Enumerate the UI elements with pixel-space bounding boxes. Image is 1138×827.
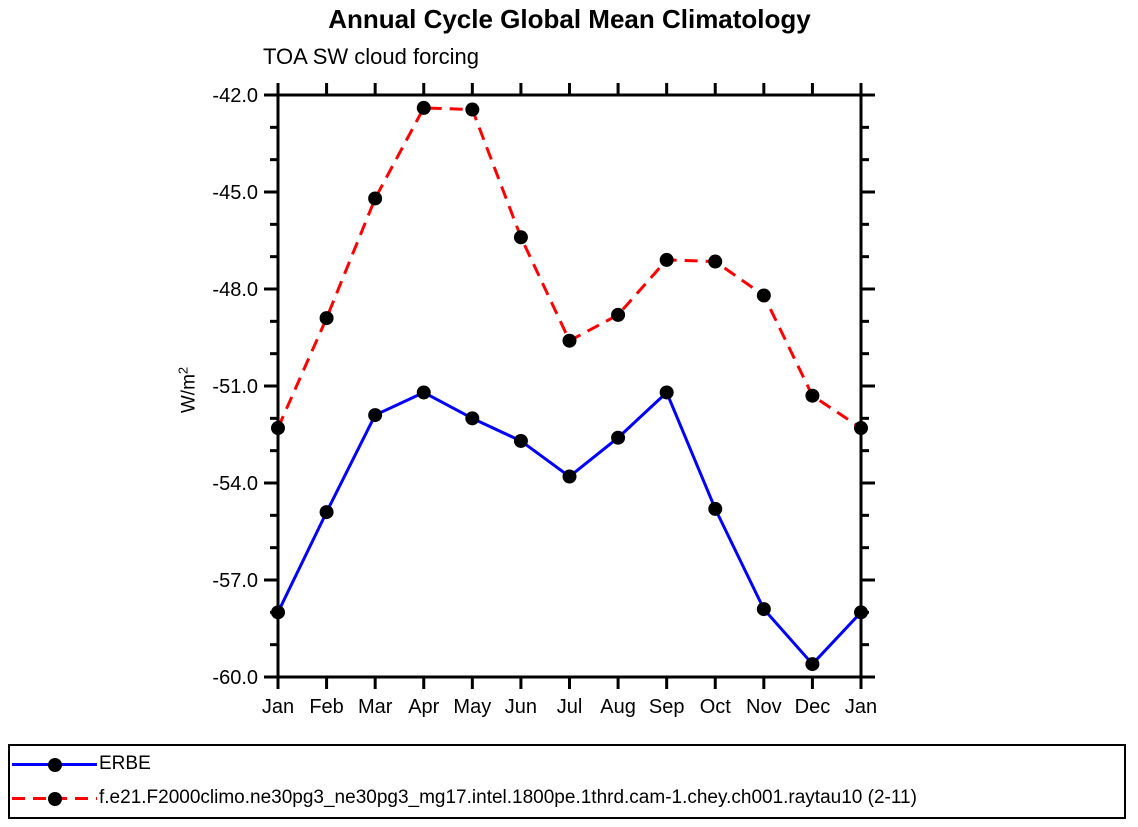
x-tick-label: Dec bbox=[795, 696, 831, 718]
y-tick-label: -42.0 bbox=[212, 85, 258, 107]
data-point bbox=[756, 602, 771, 617]
legend-line-sample-dashed bbox=[12, 791, 97, 806]
x-tick-label: Jun bbox=[505, 696, 537, 718]
data-point bbox=[659, 385, 674, 400]
data-point bbox=[319, 311, 334, 326]
data-point bbox=[611, 430, 626, 445]
legend-entry-model: f.e21.F2000climo.ne30pg3_ne30pg3_mg17.in… bbox=[12, 782, 917, 814]
legend-line-sample-solid bbox=[12, 757, 97, 772]
data-point bbox=[319, 505, 334, 520]
chart-title: Annual Cycle Global Mean Climatology bbox=[328, 4, 811, 34]
data-point bbox=[562, 333, 577, 348]
data-point bbox=[271, 605, 285, 620]
data-point bbox=[708, 254, 723, 269]
data-point bbox=[368, 191, 383, 206]
x-tick-label: Jan bbox=[845, 696, 877, 718]
data-point bbox=[611, 307, 626, 322]
data-point bbox=[854, 605, 868, 620]
legend-marker-dot-icon bbox=[48, 757, 62, 772]
x-tick-label: Mar bbox=[358, 696, 393, 718]
y-tick-label: -51.0 bbox=[212, 376, 258, 398]
legend-label: f.e21.F2000climo.ne30pg3_ne30pg3_mg17.in… bbox=[99, 787, 917, 808]
x-tick-label: Jul bbox=[557, 696, 583, 718]
x-tick-label: Apr bbox=[408, 696, 439, 718]
data-point bbox=[465, 411, 480, 426]
data-point bbox=[756, 288, 771, 303]
data-point bbox=[805, 657, 820, 672]
series-line-dashed bbox=[276, 106, 862, 430]
data-point bbox=[416, 385, 431, 400]
data-point bbox=[416, 100, 431, 115]
legend-marker-dot-icon bbox=[48, 791, 62, 806]
x-tick-label: Jan bbox=[262, 696, 294, 718]
legend-entry-erbe: ERBE bbox=[12, 748, 151, 780]
data-point bbox=[465, 102, 480, 117]
data-point bbox=[805, 388, 820, 403]
chart-subtitle: TOA SW cloud forcing bbox=[263, 44, 480, 69]
x-tick-label: Oct bbox=[700, 696, 732, 718]
x-tick-label: Feb bbox=[309, 696, 343, 718]
y-tick-label: -54.0 bbox=[212, 473, 258, 495]
axis-frame bbox=[276, 93, 863, 679]
series-line-solid bbox=[276, 390, 863, 666]
data-point bbox=[659, 252, 674, 267]
y-tick-label: -60.0 bbox=[212, 667, 258, 689]
data-point bbox=[854, 421, 868, 436]
y-tick-label: -45.0 bbox=[212, 182, 258, 204]
x-tick-label: Sep bbox=[649, 696, 685, 718]
legend: ERBE f.e21.F2000climo.ne30pg3_ne30pg3_mg… bbox=[8, 744, 1126, 819]
x-tick-label: Nov bbox=[746, 696, 782, 718]
data-point bbox=[708, 501, 723, 516]
legend-label: ERBE bbox=[99, 753, 151, 774]
y-tick-label: -57.0 bbox=[212, 570, 258, 592]
data-point bbox=[271, 421, 285, 436]
data-point bbox=[513, 433, 528, 448]
x-tick-label: May bbox=[453, 696, 491, 718]
data-point bbox=[513, 230, 528, 245]
y-tick-label: -48.0 bbox=[212, 279, 258, 301]
data-point bbox=[368, 408, 383, 423]
data-point bbox=[562, 469, 577, 484]
x-tick-label: Aug bbox=[600, 696, 636, 718]
